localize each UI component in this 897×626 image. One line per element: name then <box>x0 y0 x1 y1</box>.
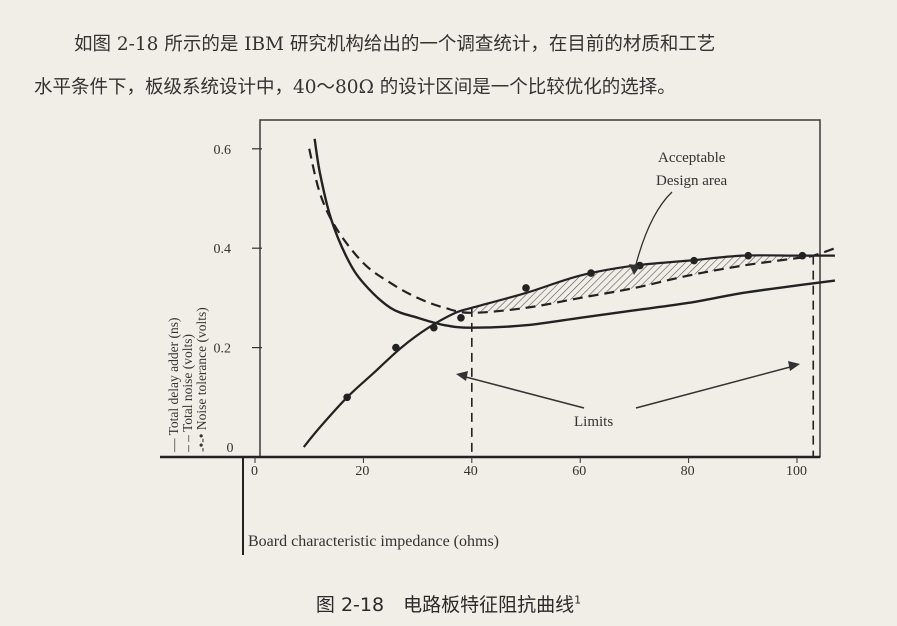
limits-arrow-left <box>461 375 585 409</box>
figure-caption-text: 图 2-18 电路板特征阻抗曲线 <box>315 594 575 616</box>
intro-text-line-1: 如图 2-18 所示的是 IBM 研究机构给出的一个调查统计，在目前的材质和工艺 <box>74 34 716 55</box>
y-tick-label-0: 0 <box>227 441 234 456</box>
limits-arrow-right <box>635 365 795 409</box>
x-tick-label-80: 80 <box>681 464 695 479</box>
acceptable-design-area <box>471 255 808 313</box>
design-area-pointer <box>633 191 673 273</box>
tolerance-marker-7 <box>690 256 698 265</box>
x-tick-label-20: 20 <box>355 464 369 479</box>
tolerance-marker-3 <box>457 313 465 322</box>
tolerance-marker-2 <box>430 323 438 332</box>
limits-arrowhead-right <box>788 361 800 371</box>
x-tick-label-0: 0 <box>251 464 258 479</box>
limits-label: Limits <box>574 414 613 430</box>
y-tick-label-0.6: 0.6 <box>214 143 232 158</box>
tolerance-marker-9 <box>798 251 807 260</box>
y-tick-label-0.2: 0.2 <box>214 342 232 357</box>
design-area-label-1: Acceptable <box>658 150 726 166</box>
ylabel-total-delay: — Total delay adder (ns) <box>166 317 181 453</box>
x-tick-label-60: 60 <box>572 464 586 479</box>
x-tick-label-100: 100 <box>786 464 807 479</box>
series-line-total-delay <box>313 138 836 329</box>
series-line-total-noise <box>308 148 836 314</box>
figure-caption-footnote: 1 <box>574 593 582 607</box>
tolerance-marker-0 <box>343 393 351 402</box>
y-tick-label-0.4: 0.4 <box>214 242 232 257</box>
tolerance-marker-8 <box>744 251 753 260</box>
x-axis-title: Board characteristic impedance (ohms) <box>248 533 499 550</box>
figure-caption: 图 2-18 电路板特征阻抗曲线1 <box>0 590 897 617</box>
ylabel-noise-tolerance: -•-• Noise tolerance (volts) <box>194 307 209 452</box>
tolerance-marker-4 <box>522 284 530 292</box>
ylabel-total-noise: – – Total noise (volts) <box>180 334 195 453</box>
tolerance-marker-1 <box>392 343 400 352</box>
design-area-arrowhead <box>629 264 640 275</box>
intro-text-line-2: 水平条件下，板级系统设计中，40～80Ω 的设计区间是一个比较优化的选择。 <box>34 77 676 98</box>
limits-arrowhead-left <box>456 371 468 381</box>
tolerance-marker-5 <box>587 269 595 277</box>
x-tick-label-40: 40 <box>464 464 478 479</box>
design-area-label-2: Design area <box>656 173 728 189</box>
